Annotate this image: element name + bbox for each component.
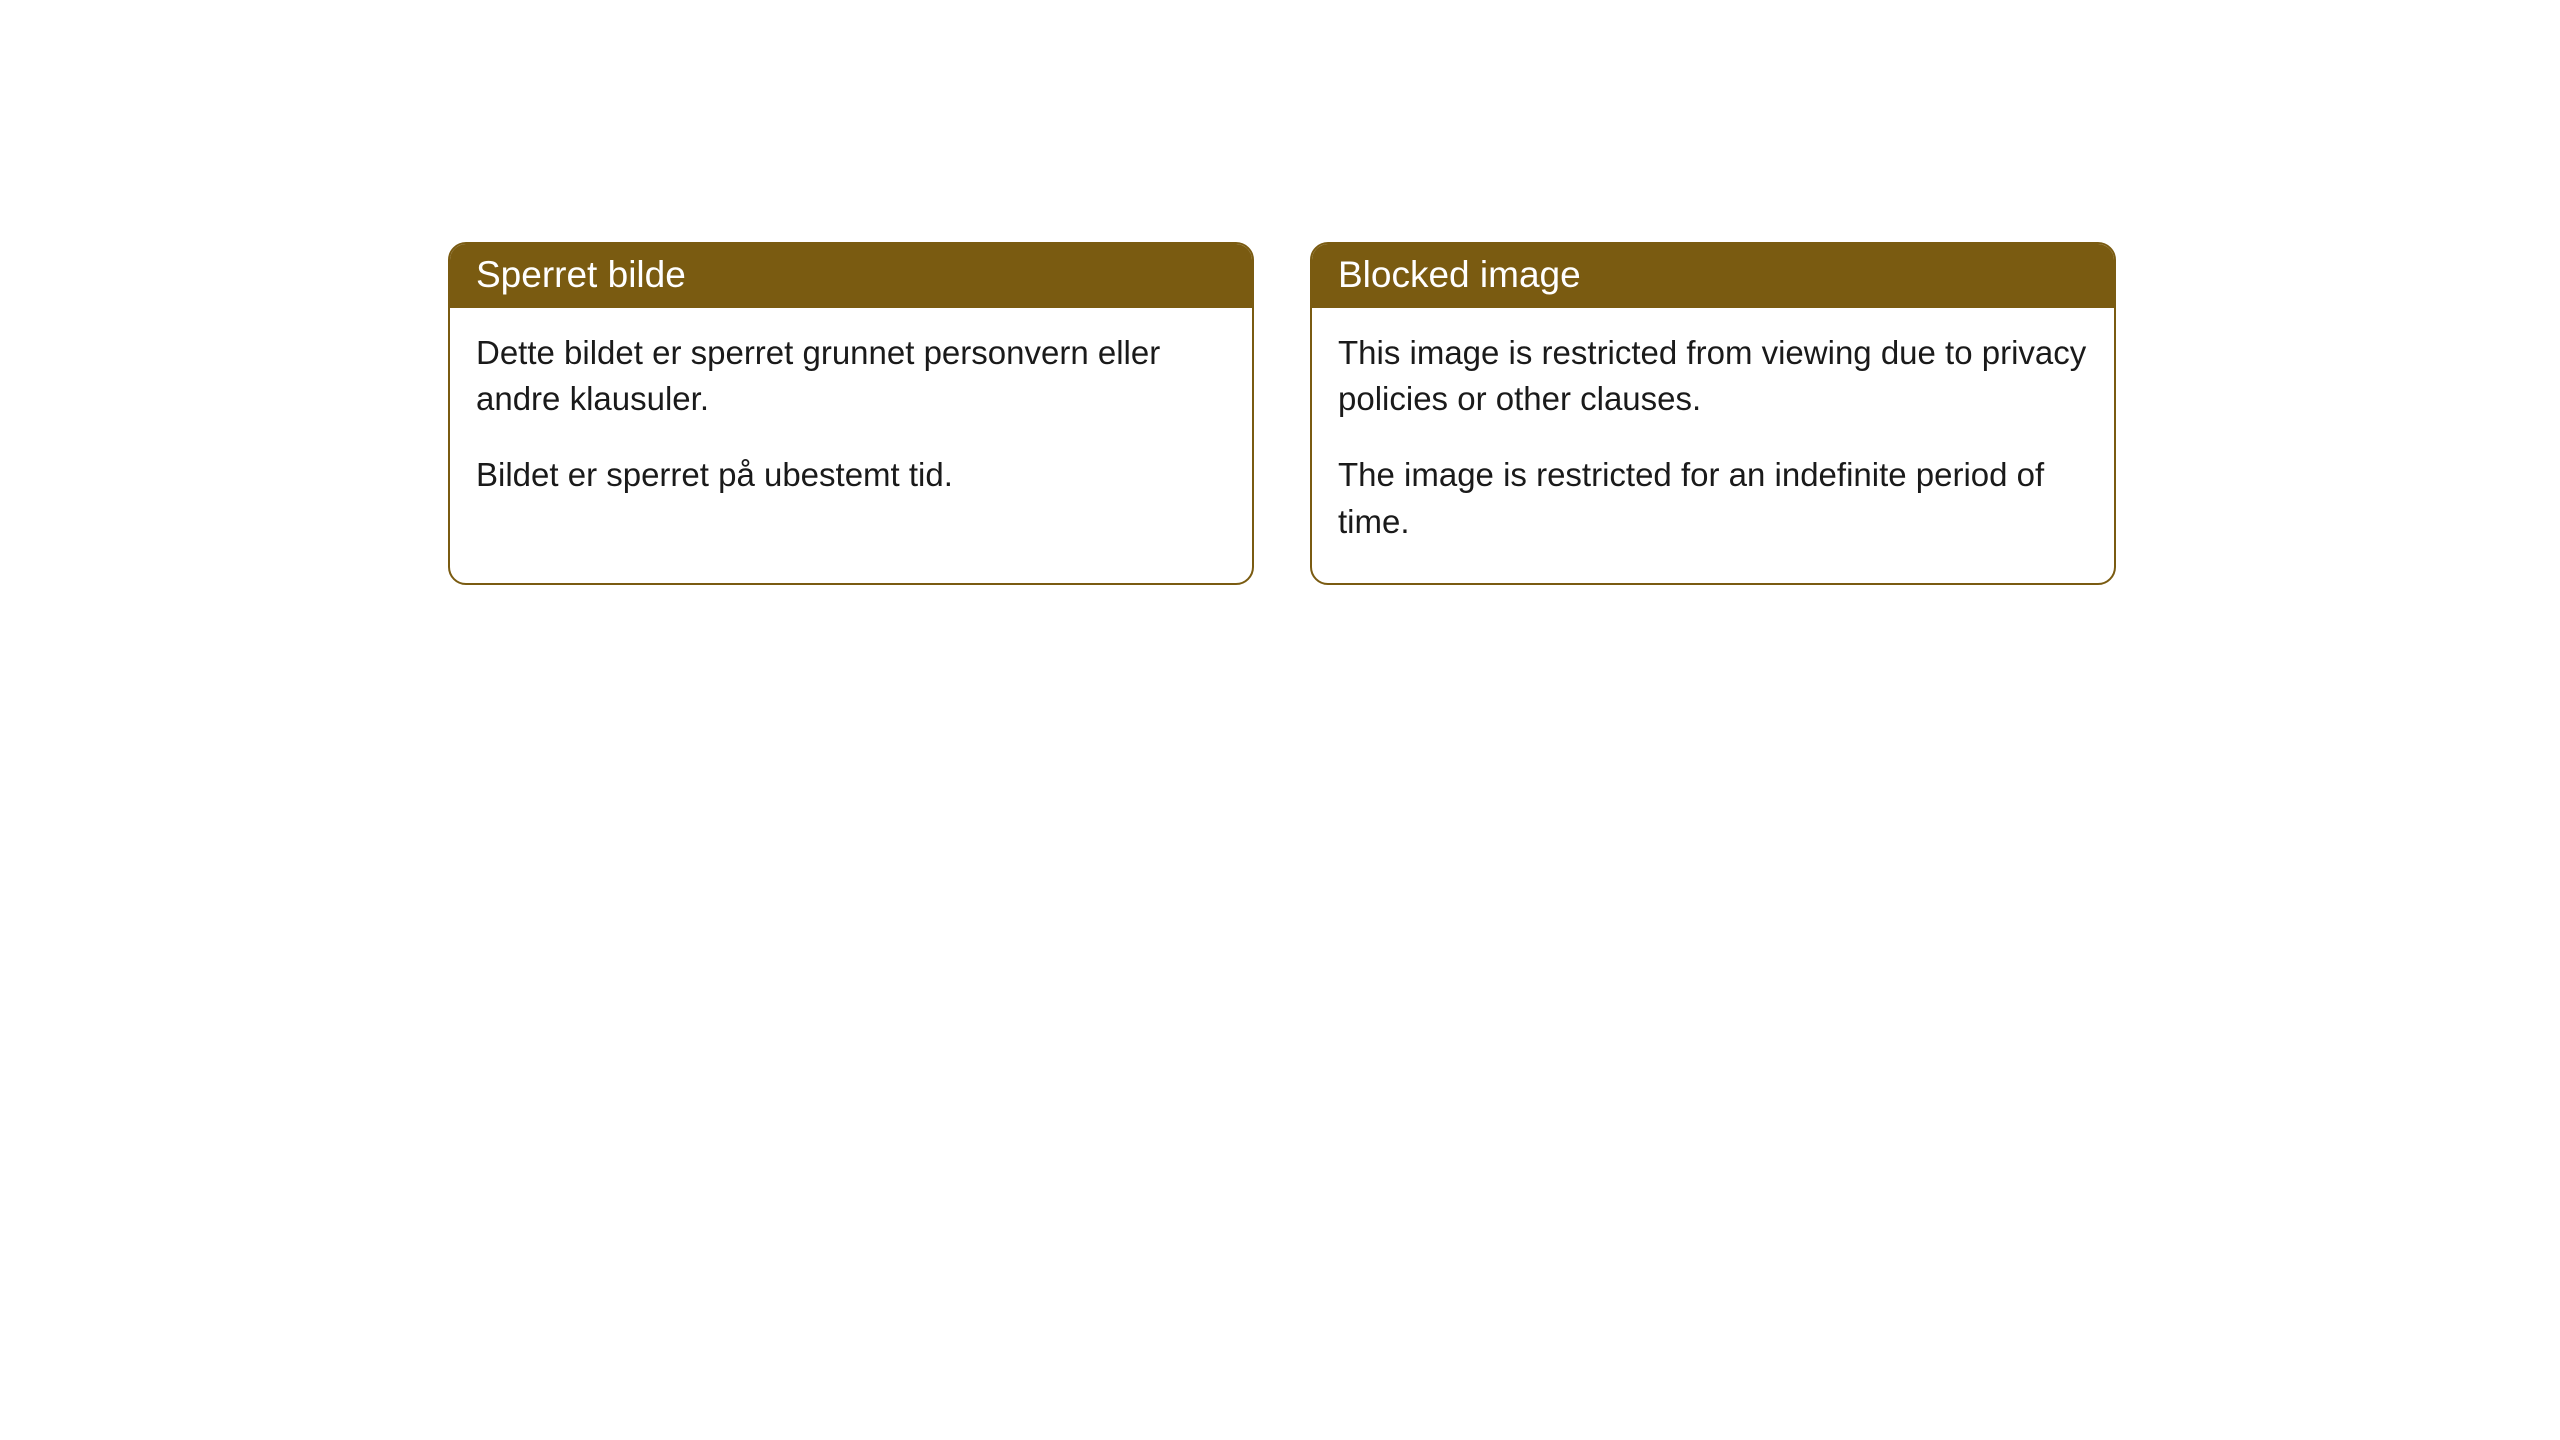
card-body-no: Dette bildet er sperret grunnet personve… — [450, 308, 1252, 537]
card-paragraph-en-2: The image is restricted for an indefinit… — [1338, 452, 2088, 544]
card-paragraph-no-1: Dette bildet er sperret grunnet personve… — [476, 330, 1226, 422]
card-body-en: This image is restricted from viewing du… — [1312, 308, 2114, 583]
card-paragraph-no-2: Bildet er sperret på ubestemt tid. — [476, 452, 1226, 498]
card-header-no: Sperret bilde — [450, 244, 1252, 308]
card-header-en: Blocked image — [1312, 244, 2114, 308]
blocked-image-card-en: Blocked image This image is restricted f… — [1310, 242, 2116, 585]
notice-container: Sperret bilde Dette bildet er sperret gr… — [448, 242, 2116, 585]
card-paragraph-en-1: This image is restricted from viewing du… — [1338, 330, 2088, 422]
blocked-image-card-no: Sperret bilde Dette bildet er sperret gr… — [448, 242, 1254, 585]
